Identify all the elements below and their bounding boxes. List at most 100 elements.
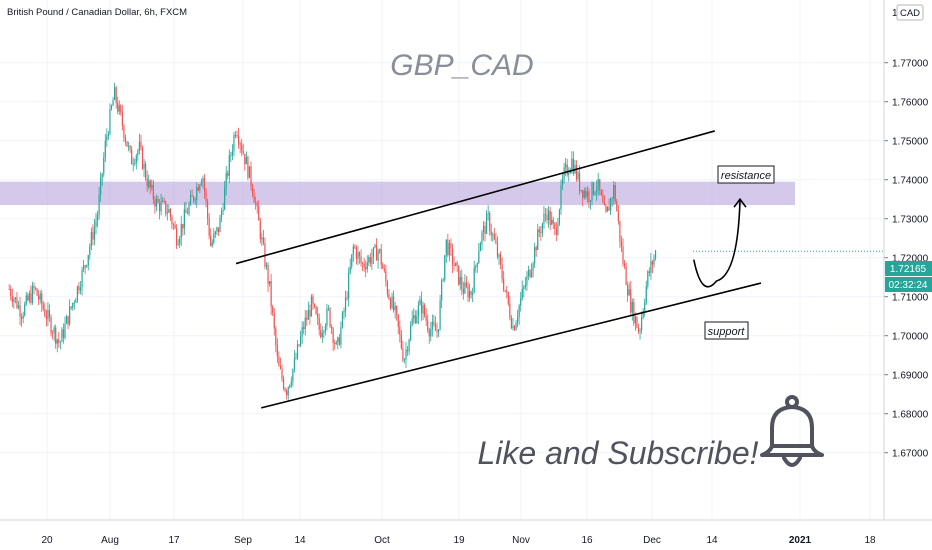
candle-body — [188, 204, 190, 214]
symbol-title: British Pound / Canadian Dollar, 6h, FXC… — [7, 7, 187, 18]
candle-body — [127, 145, 130, 147]
candle-body — [403, 359, 406, 361]
y-tick-label: 1.75000 — [892, 137, 929, 148]
candle-body — [165, 201, 167, 214]
candle-body — [425, 315, 427, 321]
y-tick-label: 1.68000 — [892, 410, 929, 421]
candle-body — [155, 198, 158, 207]
candle-body — [501, 264, 503, 279]
candle-body — [636, 316, 638, 328]
support-label-box[interactable] — [704, 321, 749, 340]
candle-body — [30, 293, 32, 303]
candle-body — [506, 291, 508, 293]
candle-body — [269, 281, 271, 284]
curved-arrow-icon[interactable] — [693, 199, 741, 288]
candle-body — [495, 239, 497, 244]
channel-upper-line[interactable] — [235, 130, 716, 265]
candle-body — [287, 387, 289, 396]
candle-body — [642, 310, 644, 318]
resistance-zone-rect[interactable] — [0, 181, 795, 206]
y-tick-label: 1.67000 — [892, 449, 929, 460]
candle-body — [117, 103, 119, 112]
candle-body — [572, 158, 574, 174]
candle-body — [362, 263, 364, 265]
candle-body — [160, 201, 162, 212]
candle-body — [292, 369, 294, 382]
resistance-label: resistance — [721, 170, 771, 182]
candle-body — [549, 210, 551, 225]
candle-body — [633, 301, 635, 324]
x-tick-label: 14 — [706, 535, 718, 546]
candle-body — [45, 316, 47, 319]
candle-body — [441, 280, 443, 301]
candle-body — [107, 134, 109, 136]
candle-body — [625, 266, 627, 286]
candle-body — [228, 155, 230, 176]
x-tick-label: 16 — [581, 535, 593, 546]
candle-body — [613, 184, 615, 199]
candle-body — [468, 291, 471, 298]
candle-body — [250, 166, 252, 186]
candle-body — [179, 238, 181, 245]
x-tick-label: 20 — [41, 535, 53, 546]
channel-lower-line[interactable] — [261, 282, 762, 409]
candle-body — [219, 217, 221, 233]
candle-body — [93, 226, 96, 240]
candle-body — [96, 214, 99, 222]
candle-body — [278, 356, 280, 367]
candle-body — [21, 316, 23, 319]
x-tick-label: 17 — [168, 535, 180, 546]
candle-body — [518, 305, 520, 318]
candle-body — [55, 327, 57, 344]
candle-body — [98, 194, 100, 215]
candle-body — [620, 240, 623, 247]
candle-body — [286, 391, 288, 396]
candle-body — [344, 297, 347, 312]
candle-body — [193, 196, 195, 201]
candle-body — [265, 264, 268, 267]
candle-body — [644, 302, 646, 311]
y-tick-label: 1.71000 — [892, 293, 929, 304]
candle-body — [10, 289, 12, 297]
bell-icon[interactable] — [760, 395, 824, 467]
candle-body — [352, 246, 354, 255]
candle-body — [492, 234, 494, 236]
candle-body — [256, 203, 258, 207]
candle-body — [276, 345, 278, 357]
candle-body — [166, 212, 168, 214]
candle-body — [434, 324, 437, 331]
candle-body — [90, 232, 92, 247]
candle-body — [341, 312, 344, 328]
candle-body — [546, 214, 548, 221]
candle-body — [126, 141, 128, 147]
candle-body — [512, 326, 514, 328]
candle-body — [484, 225, 486, 234]
candle-body — [267, 264, 269, 284]
candle-body — [596, 188, 598, 193]
candle-body — [489, 213, 491, 232]
candle-body — [459, 277, 461, 285]
candle-body — [135, 155, 137, 164]
last-price-badge[interactable] — [885, 261, 932, 276]
candle-body — [224, 187, 226, 210]
candle-body — [444, 255, 446, 280]
currency-badge[interactable] — [896, 4, 924, 21]
candle-body — [273, 313, 275, 329]
trend-lines[interactable] — [235, 130, 762, 409]
candle-body — [230, 155, 232, 157]
candle-body — [239, 143, 241, 145]
candle-body — [321, 332, 323, 338]
candle-body — [616, 201, 618, 212]
resistance-label-box[interactable] — [717, 165, 775, 184]
candle-body — [478, 251, 480, 263]
candle-body — [176, 228, 178, 246]
candle-body — [61, 329, 63, 342]
candle-body — [151, 184, 153, 188]
candle-body — [540, 232, 542, 233]
candle-body — [555, 228, 557, 235]
candle-body — [81, 269, 83, 288]
candle-body — [467, 286, 469, 298]
candle-body — [348, 272, 350, 299]
candle-body — [123, 125, 125, 138]
